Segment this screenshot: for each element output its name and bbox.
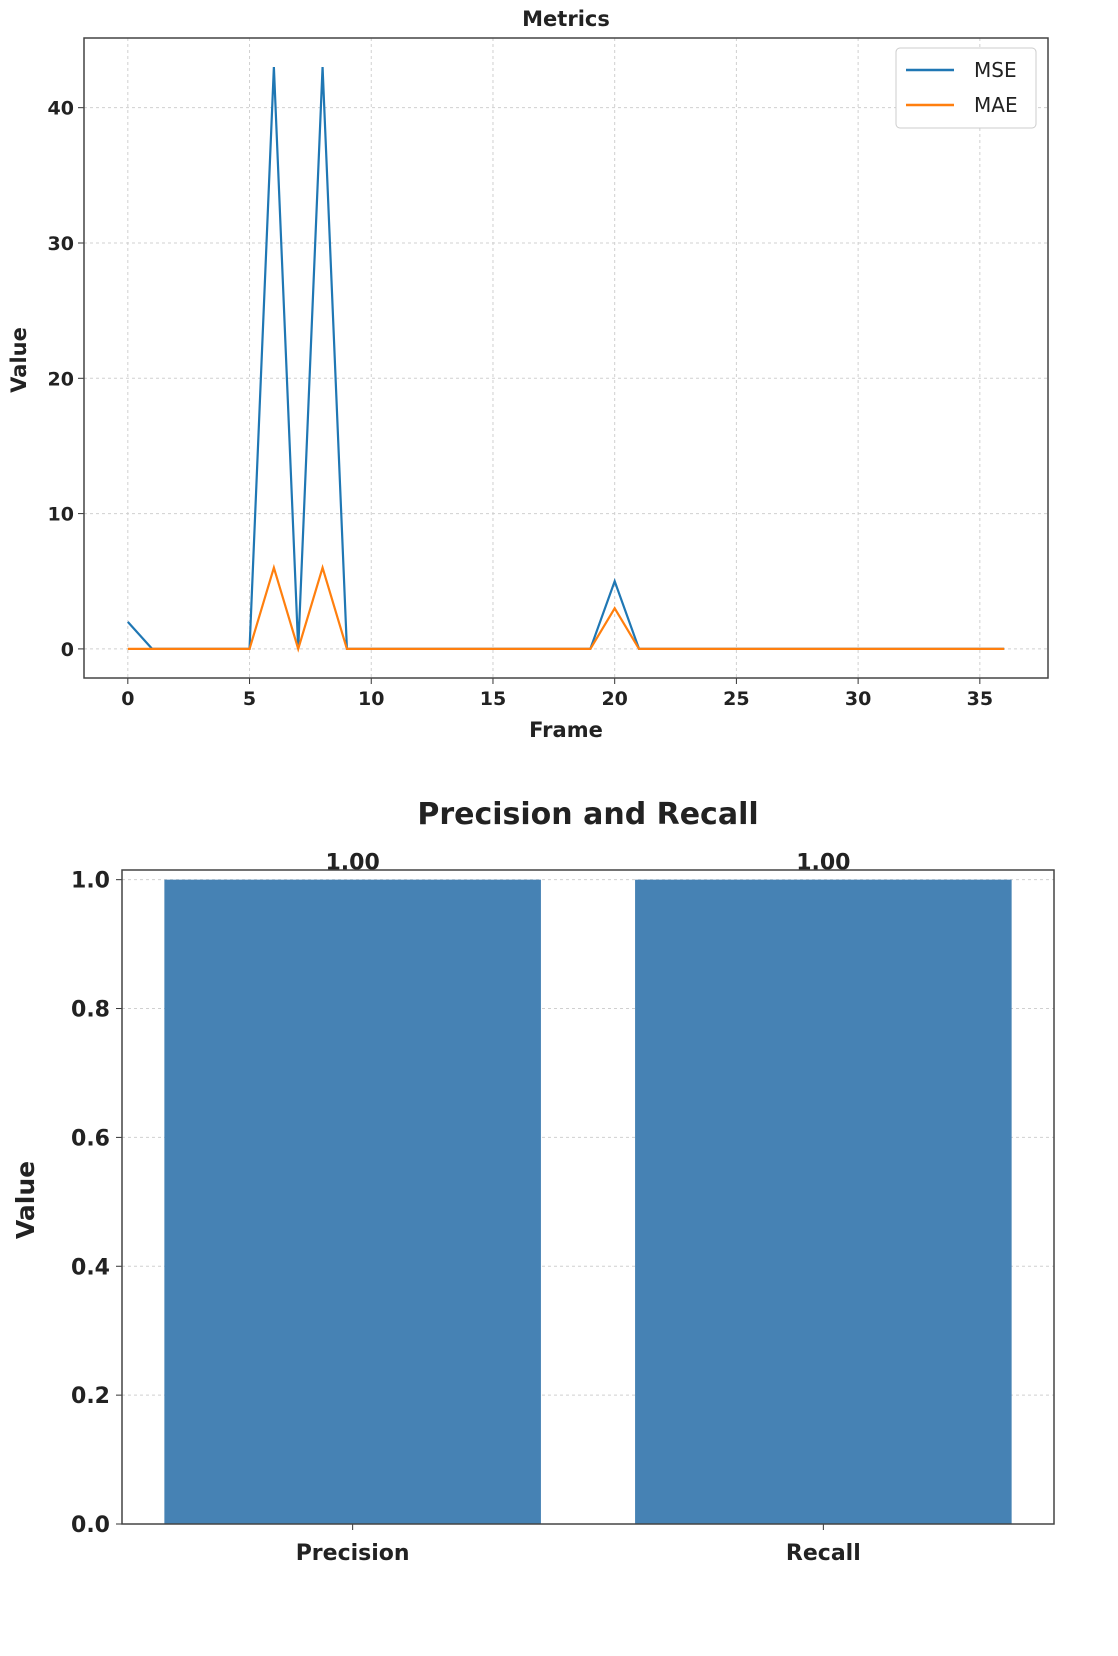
y-tick-label: 40 [48,98,74,120]
x-tick-label: Recall [786,1541,861,1566]
y-tick-label: 0 [61,639,74,661]
y-tick-label: 30 [48,233,74,255]
bar-value-label: 1.00 [326,851,380,876]
metrics-line-chart: Metrics Frame Value 0 5 10 15 20 25 30 35 0 10 20 3… [7,7,1049,742]
y-tick-label: 10 [48,504,74,526]
x-tick-label: 20 [601,688,627,710]
plot-frame [83,37,1049,679]
series-line-mae [127,563,1005,653]
y-tick-label: 0.8 [71,998,110,1023]
y-tick-label: 0.0 [71,1513,110,1538]
bar-precision [164,879,541,1524]
x-tick-label: Precision [296,1541,410,1566]
y-tick-label: 0.6 [71,1126,110,1151]
x-tick-label: 30 [845,688,871,710]
x-tick-label: 35 [967,688,993,710]
legend-box [895,47,1037,129]
y-tick-label: 1.0 [71,869,110,894]
bar-recall [635,879,1012,1524]
x-tick-label: 25 [723,688,749,710]
legend-label: MSE [974,58,1017,82]
y-axis-label: Value [7,327,31,393]
plot-frame [121,869,1055,1525]
chart-title: Metrics [522,7,610,31]
legend-label: MAE [974,93,1018,117]
series-line-mse [127,67,1005,651]
precision-recall-bar-chart: Precision and Recall Value 0.0 0.2 0.4 0.6 0… [11,797,1055,1566]
x-tick-label: 5 [243,688,256,710]
x-tick-label: 0 [121,688,134,710]
chart-title: Precision and Recall [417,797,758,832]
x-tick-label: 15 [480,688,506,710]
x-axis-label: Frame [529,718,603,742]
y-axis-label: Value [11,1161,40,1239]
legend: MSE MAE [895,47,1037,129]
y-tick-label: 20 [48,368,74,390]
bar-value-label: 1.00 [796,851,850,876]
x-tick-label: 10 [358,688,384,710]
y-tick-label: 0.2 [71,1384,110,1409]
y-tick-label: 0.4 [71,1255,110,1280]
